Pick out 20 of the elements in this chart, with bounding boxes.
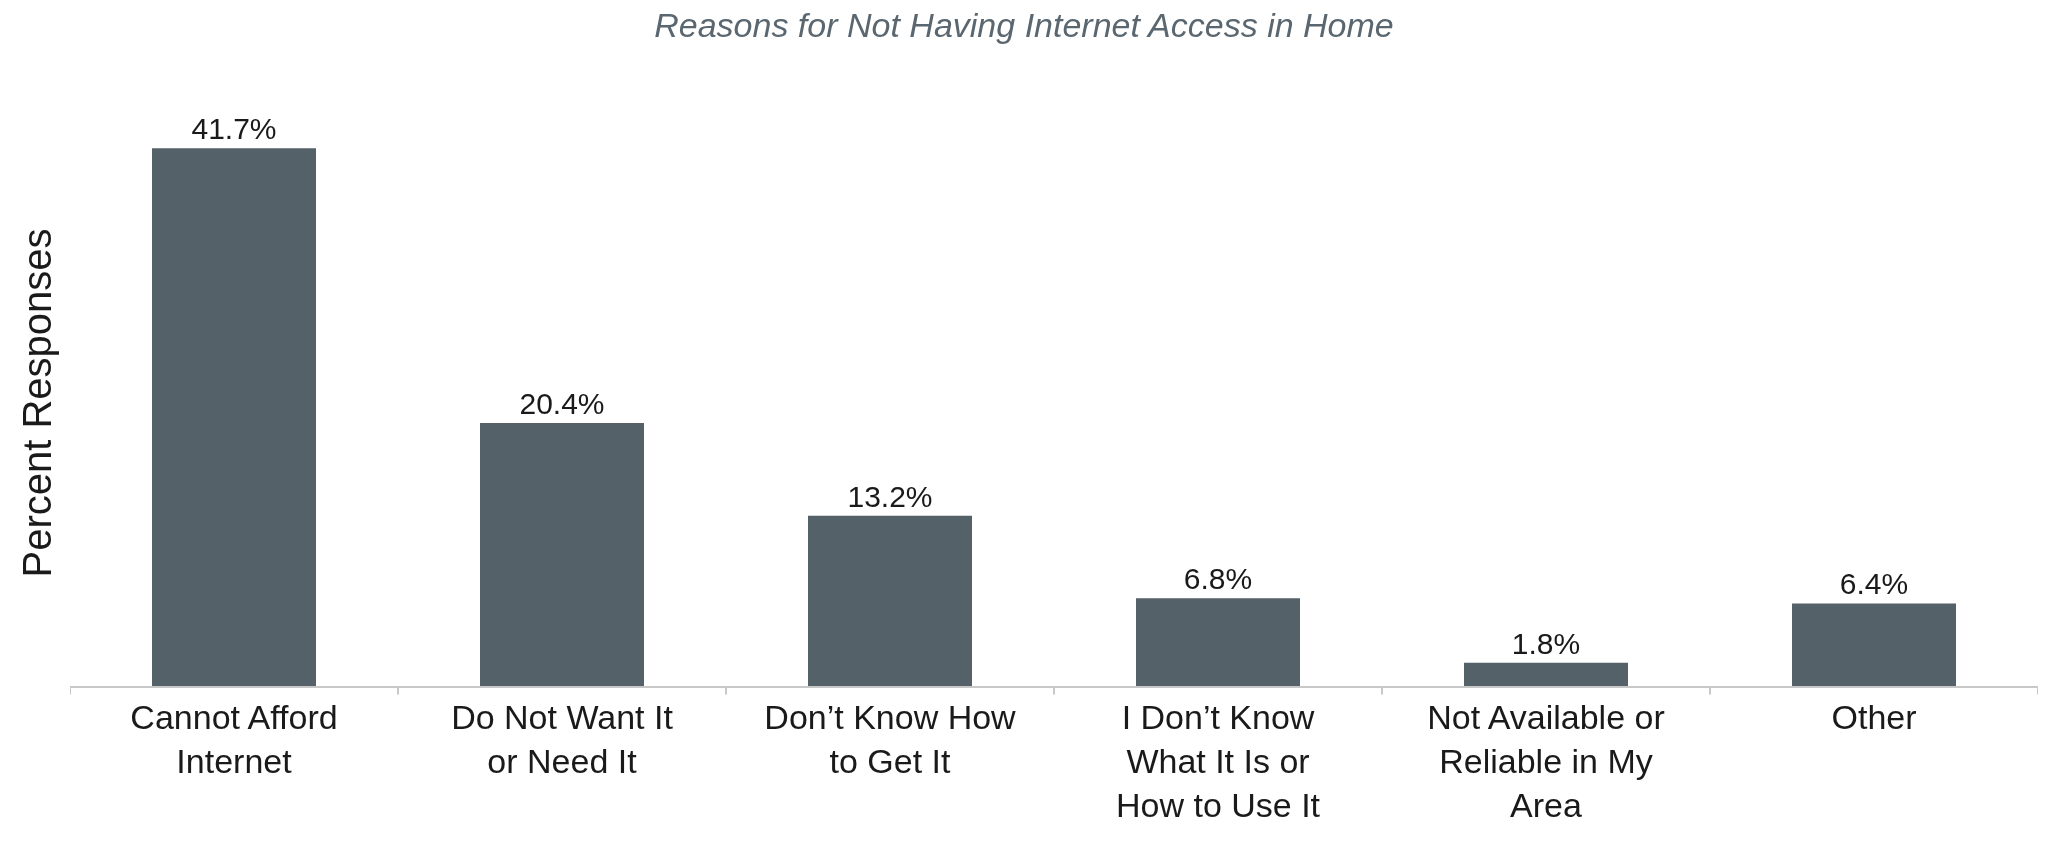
y-axis-title: Percent Responses — [14, 228, 59, 578]
bar — [480, 422, 644, 686]
data-label: 1.8% — [1511, 626, 1581, 660]
x-tick-label: Do Not Want It or Need It — [451, 697, 674, 780]
data-label: 6.8% — [1183, 562, 1253, 596]
x-tick-label: I Don’t Know What It Is or How to Use It — [1115, 697, 1321, 825]
x-tick-label: Other — [1831, 697, 1917, 736]
bar — [1792, 603, 1956, 686]
bar — [1136, 598, 1300, 686]
bar — [152, 148, 316, 686]
x-tick-label: Not Available or Reliable in My Area — [1427, 697, 1665, 825]
chart-title: Reasons for Not Having Internet Access in Home — [654, 5, 1394, 44]
bar — [808, 515, 972, 686]
data-label: 13.2% — [847, 479, 933, 513]
x-tick-label: Don’t Know How to Get It — [764, 697, 1017, 780]
bar — [1464, 662, 1628, 686]
x-tick-label: Cannot Afford Internet — [130, 697, 338, 780]
data-label: 6.4% — [1839, 567, 1909, 601]
data-label: 20.4% — [519, 386, 605, 420]
data-label: 41.7% — [191, 112, 277, 146]
